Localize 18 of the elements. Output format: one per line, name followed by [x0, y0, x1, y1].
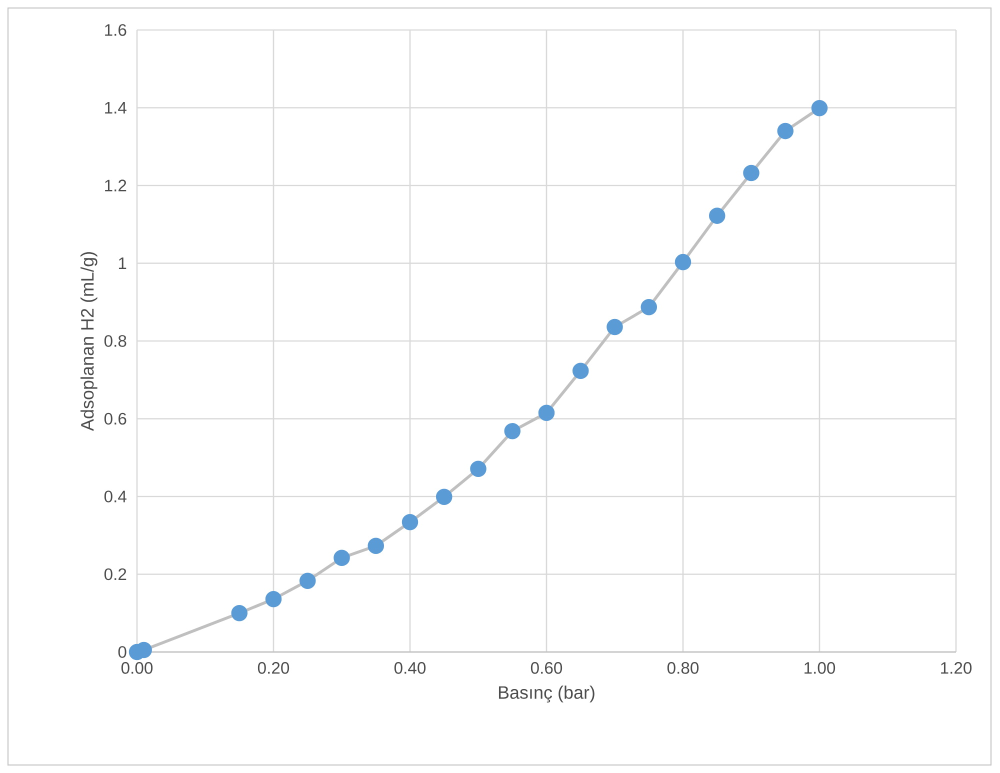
y-tick-label: 1.2: [105, 180, 126, 192]
y-tick-label: 1: [118, 258, 126, 269]
y-tick-label: 1.6: [105, 24, 126, 36]
y-tick-label: 0.6: [104, 412, 126, 425]
x-tick-label: 0.40: [394, 662, 426, 674]
y-tick-label: 0.2: [104, 568, 126, 580]
y-tick-label: 0.8: [104, 335, 126, 347]
y-tick-label: 1.4: [105, 102, 126, 114]
x-tick-label: 0.80: [667, 662, 699, 674]
y-tick-label: 0: [118, 646, 126, 658]
x-tick-label: 1.20: [941, 662, 972, 674]
x-tick-label: 0.00: [121, 662, 153, 674]
y-tick-label: 0.4: [104, 490, 126, 502]
x-tick-label: 1.00: [804, 662, 836, 674]
x-tick-label: 0.60: [530, 662, 562, 674]
y-axis-title: Adsoplanan H2 (mL/g): [80, 252, 98, 431]
x-tick-label: 0.20: [258, 662, 290, 674]
x-axis-title: Basınç (bar): [498, 686, 594, 702]
